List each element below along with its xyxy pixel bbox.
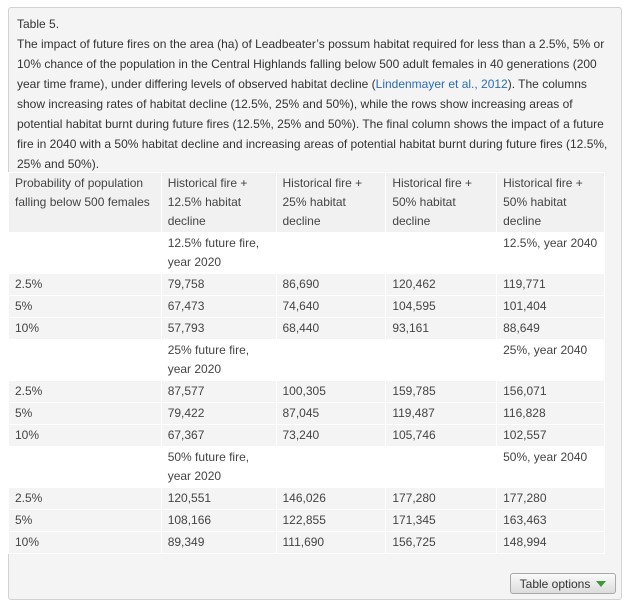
column-header-decline-25: Historical fire + 25% habitat decline [275,172,387,233]
group-subheader: 50% future fire, year 2020 [160,446,277,488]
group-subheader-row: 25% future fire, year 2020 25%, year 204… [8,339,605,381]
table-cell: 156,071 [496,380,605,403]
table-cell: 119,487 [385,402,498,425]
table-cell: 74,640 [275,295,387,318]
column-header-probability: Probability of population falling below … [8,172,162,233]
header-row: Probability of population falling below … [8,172,605,233]
table-row: 2.5% 79,758 86,690 120,462 119,771 [8,273,605,296]
empty-cell [385,232,498,274]
table-cell: 101,404 [496,295,605,318]
table-row: 10% 89,349 111,690 156,725 148,994 [8,531,605,554]
group-subheader: 12.5%, year 2040 [496,232,605,274]
table-cell: 87,045 [275,402,387,425]
table-cell: 2.5% [8,487,162,510]
table-cell: 2.5% [8,380,162,403]
group-subheader: 12.5% future fire, year 2020 [160,232,277,274]
table-options-label: Table options [519,576,591,591]
group-subheader-row: 12.5% future fire, year 2020 12.5%, year… [8,232,605,274]
table-row: 5% 108,166 122,855 171,345 163,463 [8,509,605,532]
table-cell: 5% [8,295,162,318]
table-cell: 108,166 [160,509,277,532]
caption-text-end: ). The columns show increasing rates of … [17,77,608,171]
empty-cell [8,446,162,488]
empty-cell [385,339,498,381]
table-options-button[interactable]: Table options [510,573,616,594]
empty-cell [8,232,162,274]
table-cell: 86,690 [275,273,387,296]
group-subheader: 50%, year 2040 [496,446,605,488]
table-cell: 68,440 [275,317,387,340]
citation-link[interactable]: Lindenmayer et al., 2012 [375,77,508,91]
dropdown-triangle-icon [596,580,607,587]
empty-cell [385,446,498,488]
table-cell: 104,595 [385,295,498,318]
table-cell: 116,828 [496,402,605,425]
table-cell: 10% [8,317,162,340]
column-header-decline-12-5: Historical fire + 12.5% habitat decline [160,172,277,233]
table-cell: 111,690 [275,531,387,554]
table-cell: 5% [8,509,162,532]
table-cell: 88,649 [496,317,605,340]
table-cell: 148,994 [496,531,605,554]
table-row: 10% 57,793 68,440 93,161 88,649 [8,317,605,340]
table-cell: 87,577 [160,380,277,403]
table-row: 10% 67,367 73,240 105,746 102,557 [8,424,605,447]
table-cell: 122,855 [275,509,387,532]
table-label: Table 5. [17,17,60,31]
column-header-decline-50-2040: Historical fire + 50% habitat decline [496,172,605,233]
table-cell: 100,305 [275,380,387,403]
empty-cell [275,232,387,274]
table-cell: 5% [8,402,162,425]
table-cell: 73,240 [275,424,387,447]
table-row: 2.5% 87,577 100,305 159,785 156,071 [8,380,605,403]
table-cell: 177,280 [496,487,605,510]
table-cell: 120,551 [160,487,277,510]
table-cell: 57,793 [160,317,277,340]
table-cell: 146,026 [275,487,387,510]
table-cell: 10% [8,424,162,447]
caption-text: The impact of future fires on the area (… [17,37,605,91]
table-cell: 79,422 [160,402,277,425]
table-cell: 120,462 [385,273,498,296]
column-header-decline-50: Historical fire + 50% habitat decline [385,172,498,233]
table-cell: 163,463 [496,509,605,532]
group-subheader-row: 50% future fire, year 2020 50%, year 204… [8,446,605,488]
empty-cell [8,339,162,381]
table-cell: 67,473 [160,295,277,318]
group-subheader: 25%, year 2040 [496,339,605,381]
table-cell: 159,785 [385,380,498,403]
table-cell: 156,725 [385,531,498,554]
table-row: 5% 79,422 87,045 119,487 116,828 [8,402,605,425]
table-cell: 171,345 [385,509,498,532]
empty-cell [275,339,387,381]
table-cell: 119,771 [496,273,605,296]
table-cell: 10% [8,531,162,554]
table-caption: Table 5. The impact of future fires on t… [9,8,621,174]
table-cell: 177,280 [385,487,498,510]
table-cell: 105,746 [385,424,498,447]
data-table: Probability of population falling below … [8,172,605,554]
group-subheader: 25% future fire, year 2020 [160,339,277,381]
table-cell: 93,161 [385,317,498,340]
table-cell: 67,367 [160,424,277,447]
empty-cell [275,446,387,488]
table-row: 2.5% 120,551 146,026 177,280 177,280 [8,487,605,510]
table-cell: 102,557 [496,424,605,447]
table-row: 5% 67,473 74,640 104,595 101,404 [8,295,605,318]
table-cell: 79,758 [160,273,277,296]
table-cell: 2.5% [8,273,162,296]
table-cell: 89,349 [160,531,277,554]
